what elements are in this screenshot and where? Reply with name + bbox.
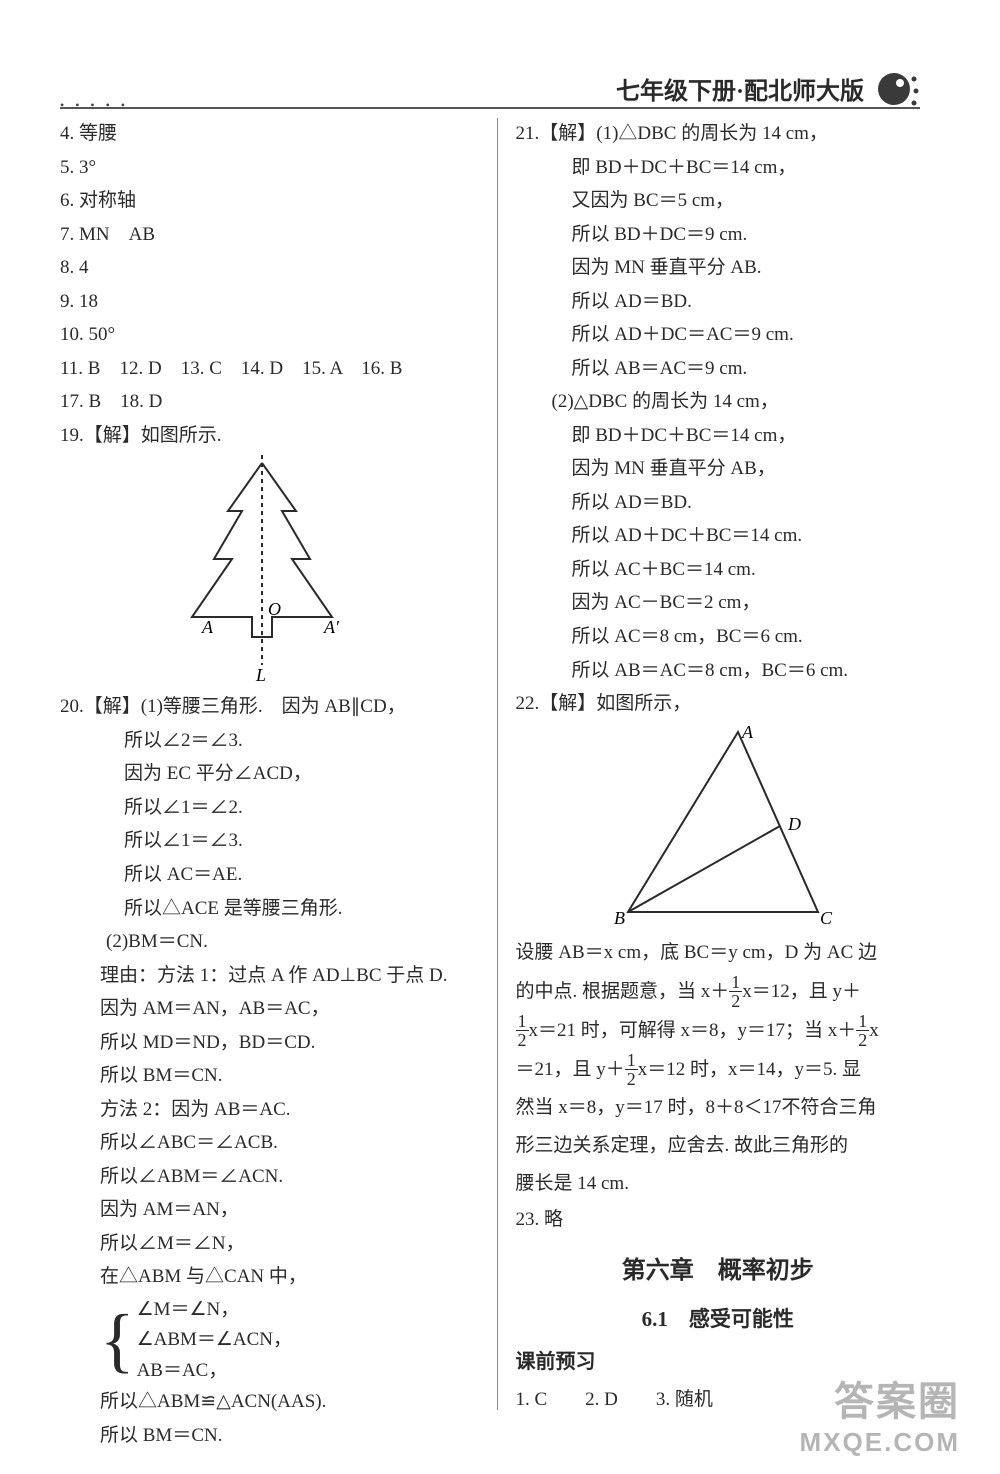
answer-11-16: 11. B 12. D 13. C 14. D 15. A 16. B [60,353,465,385]
answer-4: 4. 等腰 [60,118,465,150]
p21-1-6: 所以 AD＋DC＝AC＝9 cm. [516,319,921,351]
p21-2-3: 所以 AD＝BD. [516,487,921,519]
p20-2-5: 方法 2：因为 AB＝AC. [60,1094,465,1126]
p20-2-4: 所以 BM＝CN. [60,1060,465,1092]
p22-para-4: ＝21，且 y＋12x＝12 时，x＝14，y＝5. 显 [516,1051,921,1088]
header-logo-icon [876,69,920,109]
p22-para-2: 的中点. 根据题意，当 x＋12x＝12，且 y＋ [516,973,921,1010]
p20-2-8: 因为 AM＝AN， [60,1194,465,1226]
p20-1-4: 所以∠1＝∠3. [60,825,465,857]
chapter-title: 第六章 概率初步 [516,1252,921,1292]
answer-17-18: 17. B 18. D [60,386,465,418]
p22-para-6: 形三边关系定理，应舍去. 故此三角形的 [516,1128,921,1164]
p20-1-3: 所以∠1＝∠2. [60,792,465,824]
figure-19-tree: A A′ O L [60,455,465,685]
left-column: 4. 等腰 5. 3° 6. 对称轴 7. MN AB 8. 4 9. 18 1… [60,118,473,1410]
right-column: 21.【解】(1)△DBC 的周长为 14 cm， 即 BD＋DC＋BC＝14 … [497,118,921,1410]
svg-text:A: A [741,724,754,742]
answer-6: 6. 对称轴 [60,185,465,217]
p22-para-3: 12x＝21 时，可解得 x＝8，y＝17；当 x＋12x [516,1012,921,1049]
p21-2-4: 所以 AD＋DC＋BC＝14 cm. [516,520,921,552]
p20-2-9: 所以∠M＝∠N， [60,1228,465,1260]
answer-9: 9. 18 [60,286,465,318]
p21-1-3: 所以 BD＋DC＝9 cm. [516,219,921,251]
p20-2-2: 因为 AM＝AN，AB＝AC， [60,993,465,1025]
answer-21-1-head: 21.【解】(1)△DBC 的周长为 14 cm， [516,118,921,150]
svg-text:A′: A′ [323,617,340,637]
p20-2-3: 所以 MD＝ND，BD＝CD. [60,1027,465,1059]
p22-para-7: 腰长是 14 cm. [516,1166,921,1202]
p20-2-10: 在△ABM 与△CAN 中， [60,1261,465,1293]
p20-1-5: 所以 AC＝AE. [60,859,465,891]
p21-2-5: 所以 AC＋BC＝14 cm. [516,554,921,586]
watermark: 答案圈 MXQE.COM [800,1369,960,1458]
p20-2-7: 所以∠ABM＝∠ACN. [60,1161,465,1193]
svg-text:O: O [268,599,281,619]
p21-2-8: 所以 AB＝AC＝8 cm，BC＝6 cm. [516,655,921,687]
p21-2-6: 因为 AC－BC＝2 cm， [516,587,921,619]
p21-1-2: 又因为 BC＝5 cm， [516,185,921,217]
p20-1-1: 所以∠2＝∠3. [60,725,465,757]
p22-para-5: 然当 x＝8，y＝17 时，8＋8＜17不符合三角 [516,1090,921,1126]
p20-2-1: 理由：方法 1：过点 A 作 AD⊥BC 于点 D. [60,960,465,992]
answer-19: 19.【解】如图所示. [60,420,465,452]
answer-23: 23. 略 [516,1204,921,1236]
p20-1-6: 所以△ACE 是等腰三角形. [60,893,465,925]
answer-5: 5. 3° [60,152,465,184]
p20-1-2: 因为 EC 平分∠ACD， [60,758,465,790]
answer-22-head: 22.【解】如图所示， [516,688,921,720]
header-title: 七年级下册·配北师大版 [616,71,864,106]
left-brace-icon: { [100,1306,135,1374]
svg-text:B: B [614,908,625,928]
answer-21-2-head: (2)△DBC 的周长为 14 cm， [516,386,921,418]
answer-10: 10. 50° [60,319,465,351]
watermark-line1: 答案圈 [800,1369,960,1427]
p20-2-11: 所以△ABM≌△ACN(AAS). [60,1386,465,1418]
p21-1-1: 即 BD＋DC＋BC＝14 cm， [516,152,921,184]
p21-2-7: 所以 AC＝8 cm，BC＝6 cm. [516,621,921,653]
answer-20-2-head: (2)BM＝CN. [60,926,465,958]
figure-22-triangle: A B C D [516,724,921,929]
brace-row-1: ∠M＝∠N， [137,1295,292,1325]
svg-text:A: A [201,617,214,637]
p21-2-2: 因为 MN 垂直平分 AB， [516,453,921,485]
p22-para-1: 设腰 AB＝x cm，底 BC＝y cm，D 为 AC 边 [516,935,921,971]
content-columns: 4. 等腰 5. 3° 6. 对称轴 7. MN AB 8. 4 9. 18 1… [60,118,920,1410]
p21-1-7: 所以 AB＝AC＝9 cm. [516,353,921,385]
brace-row-3: AB＝AC， [137,1356,292,1386]
svg-text:L: L [255,665,266,685]
answer-20-1-head: 20.【解】(1)等腰三角形. 因为 AB∥CD， [60,691,465,723]
answer-8: 8. 4 [60,252,465,284]
p21-1-5: 所以 AD＝BD. [516,286,921,318]
brace-system: { ∠M＝∠N， ∠ABM＝∠ACN， AB＝AC， [60,1295,465,1386]
p20-2-6: 所以∠ABC＝∠ACB. [60,1127,465,1159]
watermark-line2: MXQE.COM [800,1427,960,1458]
header-dots: • • • • • [60,98,129,113]
p21-1-4: 因为 MN 垂直平分 AB. [516,252,921,284]
p21-2-1: 即 BD＋DC＋BC＝14 cm， [516,420,921,452]
svg-text:D: D [787,814,801,834]
page-header: • • • • • 七年级下册·配北师大版 [60,73,920,109]
svg-text:C: C [820,908,833,928]
brace-row-2: ∠ABM＝∠ACN， [137,1325,292,1355]
answer-7: 7. MN AB [60,219,465,251]
section-title: 6.1 感受可能性 [516,1302,921,1337]
p20-2-12: 所以 BM＝CN. [60,1420,465,1452]
